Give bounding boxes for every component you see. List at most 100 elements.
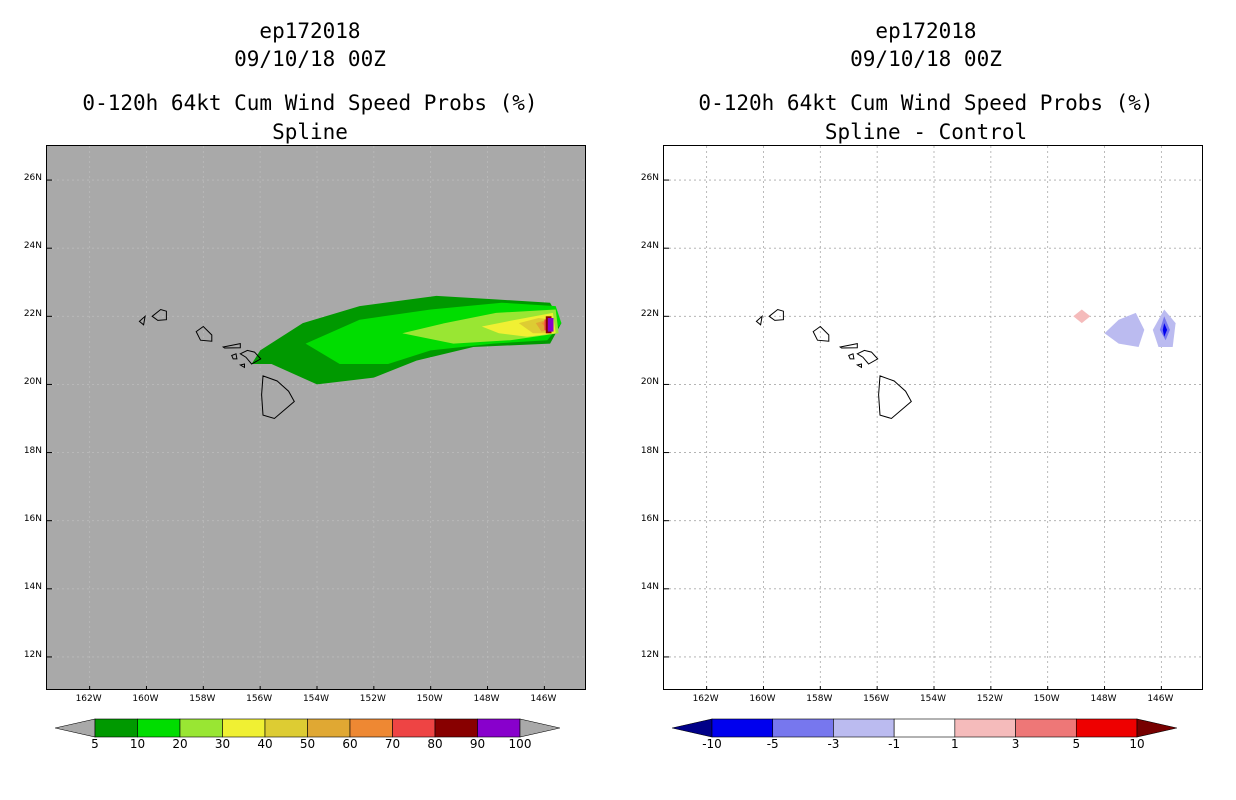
colorbar-box: [264, 718, 308, 738]
lat-label: 24N: [640, 241, 659, 252]
lon-label: 146W: [530, 694, 557, 704]
lat-label: 14N: [640, 581, 659, 592]
colorbar-label: -5: [766, 737, 779, 751]
island-lanai: [848, 353, 855, 360]
lat-label: 16N: [23, 513, 42, 524]
colorbar-box: [392, 718, 436, 738]
island-kauai: [768, 308, 784, 321]
left-map-panel: [46, 145, 586, 690]
island-niihau: [755, 314, 763, 326]
lon-label: 156W: [246, 694, 273, 704]
left-map-svg: [47, 146, 585, 689]
island-maui: [856, 349, 879, 365]
island-niihau: [138, 314, 146, 326]
colorbar-label: 50: [299, 737, 316, 751]
right-storm-id: ep172018: [875, 19, 977, 43]
island-hawaii: [878, 375, 912, 420]
colorbar-label: 30: [214, 737, 231, 751]
colorbar-box: [954, 718, 1016, 738]
colorbar-box: [1075, 718, 1138, 738]
gridlines: [47, 146, 585, 689]
colorbar-label: 40: [257, 737, 273, 751]
left-storm-id: ep172018: [259, 19, 361, 43]
island-oahu: [812, 325, 830, 342]
colorbar-under-triangle: [672, 718, 713, 738]
lat-label: 18N: [640, 445, 659, 456]
right-title: 0-120h 64kt Cum Wind Speed Probs (%): [698, 91, 1154, 115]
colorbar-over-triangle: [519, 718, 560, 738]
left-colorbar: [55, 718, 560, 738]
colorbar-label: 70: [384, 737, 401, 751]
lon-label: 152W: [359, 694, 386, 704]
lat-label: 16N: [640, 513, 659, 524]
lon-label: 160W: [749, 694, 776, 704]
colorbar-box: [349, 718, 393, 738]
right-map-svg: [664, 146, 1202, 689]
lon-label: 150W: [1033, 694, 1060, 704]
contour-90: [547, 318, 554, 332]
lon-label: 160W: [132, 694, 159, 704]
colorbar-label: -10: [702, 737, 722, 751]
lon-label: 154W: [302, 694, 330, 704]
gridlines: [664, 146, 1202, 689]
lat-label: 12N: [23, 649, 42, 660]
lon-label: 162W: [75, 694, 102, 704]
lat-label: 20N: [23, 377, 42, 388]
colorbar-box: [893, 718, 956, 738]
colorbar-label: -3: [827, 737, 840, 751]
lon-label: 148W: [1090, 694, 1117, 704]
island-molokai: [838, 342, 858, 349]
lat-label: 22N: [23, 309, 42, 320]
colorbar-label: 10: [1129, 737, 1145, 751]
colorbar-box: [307, 718, 351, 738]
colorbar-box: [222, 718, 266, 738]
right-datetime: 09/10/18 00Z: [850, 47, 1002, 71]
right-subtitle: Spline - Control: [824, 120, 1028, 144]
colorbar-label: 100: [508, 737, 532, 751]
lon-label: 152W: [976, 694, 1003, 704]
lat-label: 24N: [23, 241, 42, 252]
lon-label: 162W: [692, 694, 719, 704]
lat-label: 20N: [640, 377, 659, 388]
colorbar-label: 3: [1011, 737, 1020, 751]
colorbar-label: 80: [427, 737, 443, 751]
colorbar-box: [477, 718, 521, 738]
lon-label: 148W: [473, 694, 500, 704]
colorbar-box: [833, 718, 895, 738]
lat-label: 14N: [23, 581, 42, 592]
lat-label: 12N: [640, 649, 659, 660]
lon-label: 154W: [919, 694, 947, 704]
colorbar-label: 20: [172, 737, 188, 751]
island-kauai: [151, 308, 167, 321]
lon-label: 150W: [416, 694, 443, 704]
right-colorbar: [672, 718, 1177, 738]
colorbar-under-triangle: [55, 718, 96, 738]
colorbar-box: [772, 718, 834, 738]
colorbar-box: [94, 718, 138, 738]
colorbar-label: 5: [1072, 737, 1081, 751]
island-oahu: [195, 325, 213, 342]
lat-label: 18N: [23, 445, 42, 456]
colorbar-label: 5: [91, 737, 99, 751]
colorbar-box: [137, 718, 181, 738]
island-hawaii: [261, 375, 295, 420]
contour--1: [1104, 312, 1145, 347]
contour-1: [1073, 309, 1091, 324]
colorbar-label: 60: [342, 737, 358, 751]
lon-label: 146W: [1147, 694, 1174, 704]
colorbar-label: -1: [888, 737, 901, 751]
right-map-panel: [663, 145, 1203, 690]
left-title: 0-120h 64kt Cum Wind Speed Probs (%): [82, 91, 538, 115]
lat-label: 22N: [640, 309, 659, 320]
colorbar-box: [711, 718, 774, 738]
colorbar-box: [1015, 718, 1077, 738]
island-molokai: [221, 342, 241, 349]
island-kahoolawe: [855, 363, 862, 369]
island-maui: [239, 349, 262, 365]
left-datetime: 09/10/18 00Z: [234, 47, 386, 71]
colorbar-label: 10: [129, 737, 146, 751]
lon-label: 158W: [189, 694, 216, 704]
lat-label: 26N: [640, 173, 659, 184]
left-subtitle: Spline: [272, 120, 348, 144]
colorbar-label: 1: [951, 737, 959, 751]
